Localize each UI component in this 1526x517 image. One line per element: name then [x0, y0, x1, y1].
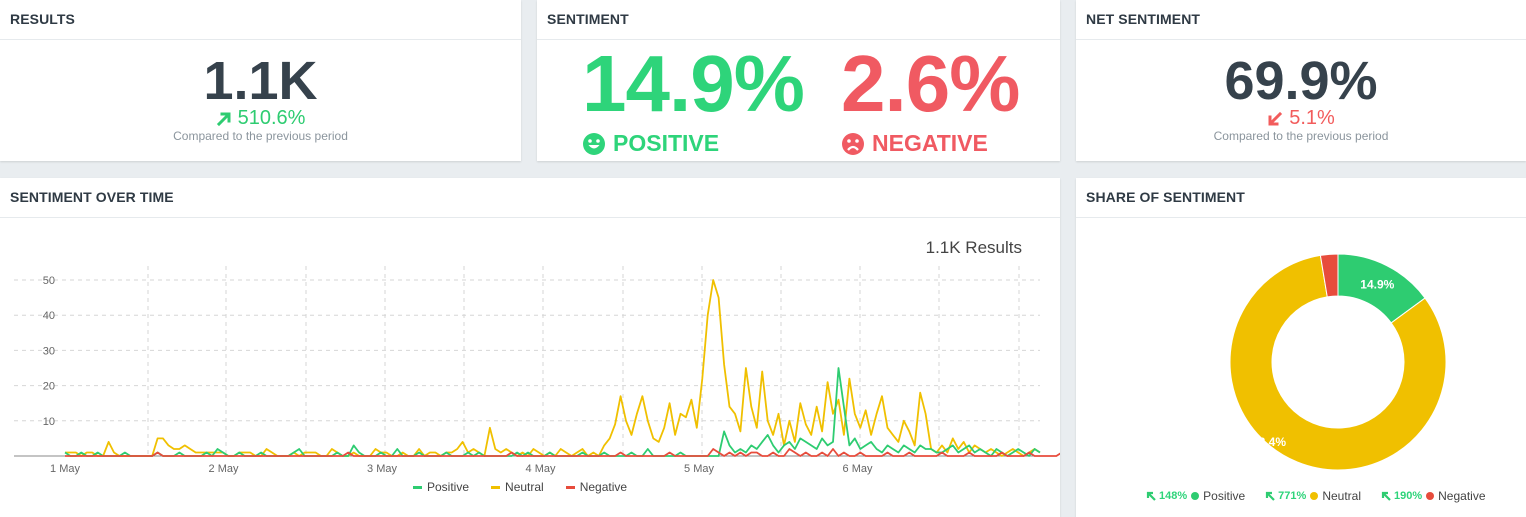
sentiment-card: SENTIMENT 14.9% POSITIVE 2.6% NEGATIVE	[537, 0, 1060, 161]
net-sentiment-title: NET SENTIMENT	[1076, 0, 1526, 40]
arrow-up-left-icon	[1146, 491, 1156, 501]
net-sentiment-change: 5.1%	[1076, 107, 1526, 130]
share-dot	[1310, 492, 1319, 500]
share-legend-item-neutral[interactable]: 771% Neutral	[1265, 489, 1361, 503]
positive-block: 14.9% POSITIVE	[582, 39, 805, 157]
legend-label: Neutral	[505, 480, 544, 494]
results-card: RESULTS 1.1K 510.6% Compared to the prev…	[0, 0, 521, 161]
share-label: Positive	[1203, 489, 1246, 503]
sentiment-line-chart[interactable]: 10 20 30 40 50 1 May 2 May 3 May 4 May 5 May 6 May	[0, 218, 1060, 517]
share-label: Negative	[1438, 489, 1486, 503]
series-line-positive[interactable]	[64, 367, 1041, 457]
net-sentiment-value: 69.9%	[1224, 51, 1378, 111]
legend-swatch	[491, 485, 501, 489]
legend-item-negative[interactable]: Negative	[565, 480, 628, 494]
share-of-sentiment-title: SHARE OF SENTIMENT	[1076, 178, 1526, 218]
series-line-negative[interactable]	[65, 448, 1060, 457]
share-legend-item-positive[interactable]: 148% Positive	[1146, 489, 1245, 503]
negative-block: 2.6% NEGATIVE	[841, 39, 1020, 157]
y-tick-label: 50	[43, 275, 55, 287]
x-tick-label: 4 May	[526, 463, 556, 475]
frown-icon	[842, 132, 864, 155]
results-value: 1.1K	[203, 51, 318, 111]
arrow-down-left-icon	[1268, 111, 1283, 125]
y-tick-label: 40	[43, 310, 55, 322]
donut-slice-negative[interactable]	[1319, 253, 1339, 298]
share-of-sentiment-card: SHARE OF SENTIMENT 14.9% 82.4% 148% Positi…	[1076, 178, 1526, 517]
x-tick-label: 2 May	[209, 463, 239, 475]
positive-label-row: POSITIVE	[582, 130, 804, 157]
positive-value: 14.9%	[582, 39, 805, 128]
x-tick-label: 1 May	[50, 463, 80, 475]
arrow-up-right-icon	[216, 112, 231, 126]
chart-results-count: 1.1K Results	[925, 238, 1022, 257]
legend-item-positive[interactable]: Positive	[413, 480, 469, 494]
smile-icon	[583, 132, 605, 155]
legend-label: Negative	[579, 480, 628, 494]
line-chart-legend: Positive Neutral Negative	[413, 480, 627, 494]
negative-label-row: NEGATIVE	[841, 130, 1019, 157]
legend-label: Positive	[427, 480, 470, 494]
sentiment-title: SENTIMENT	[537, 0, 1060, 40]
results-title: RESULTS	[0, 0, 521, 40]
negative-value: 2.6%	[841, 39, 1020, 128]
sentiment-donut-chart[interactable]: 14.9% 82.4%	[1076, 228, 1526, 488]
positive-label: POSITIVE	[613, 130, 720, 156]
donut-label-neutral: 82.4%	[1252, 435, 1286, 449]
share-label: Neutral	[1322, 489, 1361, 503]
share-change: 148%	[1146, 490, 1187, 502]
share-change: 771%	[1265, 490, 1306, 502]
donut-slice-neutral[interactable]	[1229, 254, 1447, 471]
results-change: 510.6%	[0, 107, 521, 130]
arrow-up-left-icon	[1266, 491, 1275, 501]
net-sentiment-card: NET SENTIMENT 69.9% 5.1% Compared to the…	[1076, 0, 1526, 161]
x-tick-label: 3 May	[367, 463, 397, 475]
donut-label-positive: 14.9%	[1360, 277, 1394, 291]
share-legend: 148% Positive 771% Neutral 190% Negative	[1146, 489, 1486, 503]
y-tick-label: 30	[43, 345, 55, 357]
x-tick-label: 6 May	[843, 463, 873, 475]
x-tick-label: 5 May	[684, 463, 714, 475]
series-line-neutral[interactable]	[65, 279, 1041, 457]
legend-item-neutral[interactable]: Neutral	[491, 480, 544, 494]
share-legend-item-negative[interactable]: 190% Negative	[1381, 489, 1486, 503]
legend-swatch	[413, 485, 422, 489]
legend-swatch	[565, 485, 575, 489]
results-note: Compared to the previous period	[173, 129, 348, 143]
share-dot	[1426, 492, 1435, 500]
share-dot	[1191, 492, 1200, 500]
y-tick-label: 20	[43, 381, 55, 393]
y-tick-label: 10	[43, 416, 55, 428]
sentiment-over-time-title: SENTIMENT OVER TIME	[0, 178, 1060, 218]
results-change-value: 510.6%	[237, 107, 306, 129]
net-sentiment-change-value: 5.1%	[1289, 107, 1335, 129]
share-change: 190%	[1381, 490, 1422, 502]
arrow-up-left-icon	[1381, 491, 1391, 501]
net-sentiment-note: Compared to the previous period	[1213, 129, 1389, 143]
sentiment-over-time-card: SENTIMENT OVER TIME 1.1K Results 10 20 30 4…	[0, 178, 1060, 517]
negative-label: NEGATIVE	[872, 130, 988, 156]
